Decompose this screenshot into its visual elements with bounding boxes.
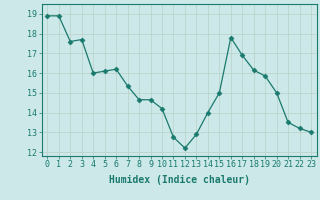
X-axis label: Humidex (Indice chaleur): Humidex (Indice chaleur) xyxy=(109,175,250,185)
